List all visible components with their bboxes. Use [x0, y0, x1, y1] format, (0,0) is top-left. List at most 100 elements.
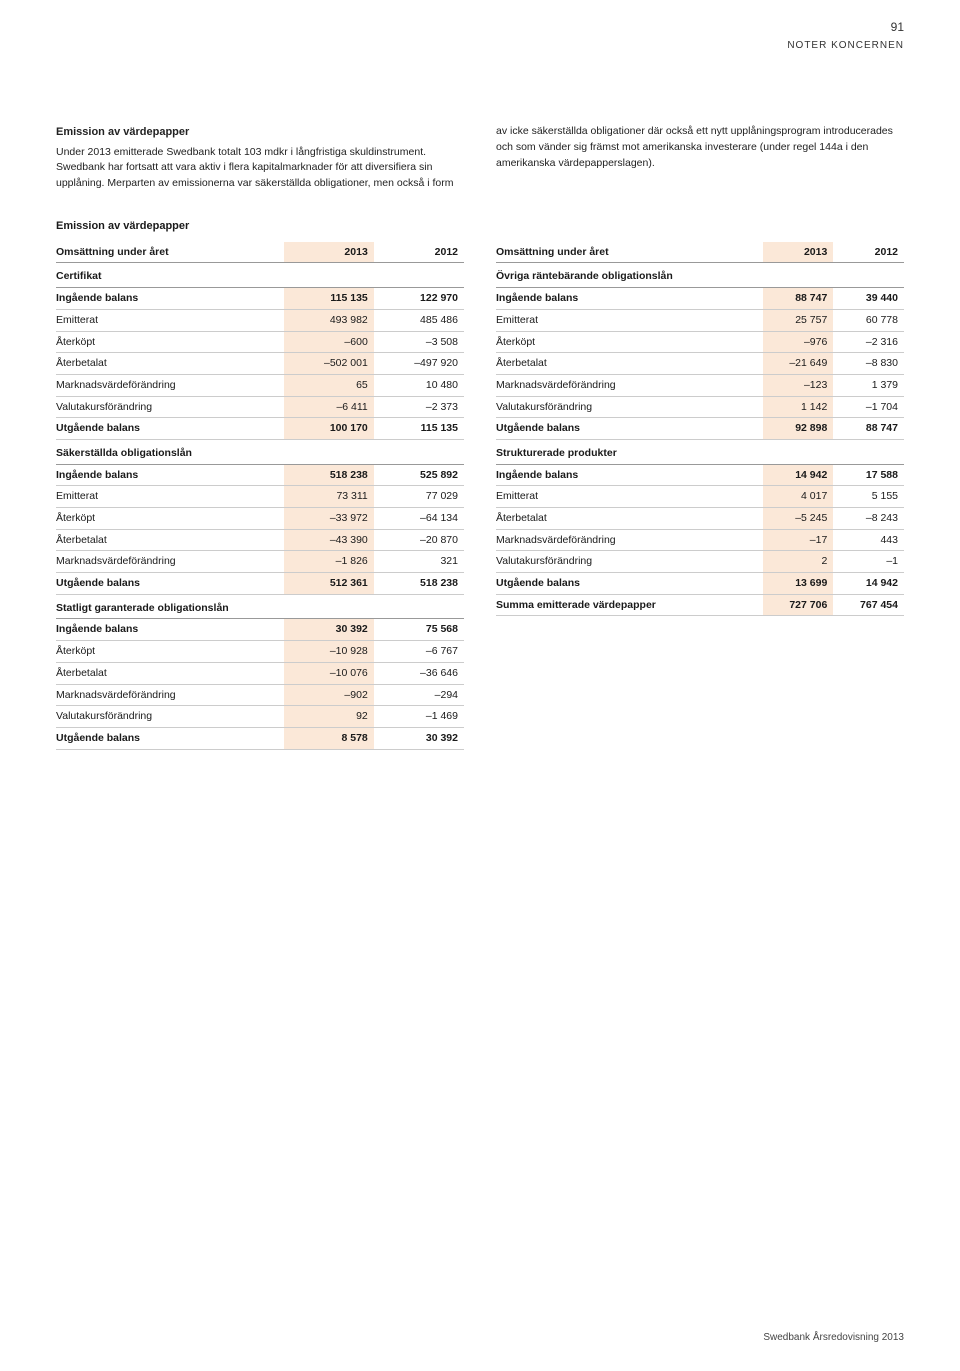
table-row: Utgående balans100 170115 135: [56, 418, 464, 440]
row-value-2012: 5 155: [833, 486, 904, 508]
page-number: 91: [891, 20, 904, 34]
row-value-2013: –123: [763, 374, 834, 396]
row-value-2012: –36 646: [374, 662, 464, 684]
col-header-label: Omsättning under året: [496, 242, 763, 263]
row-value-2013: 30 392: [284, 619, 374, 641]
row-label: Utgående balans: [496, 418, 763, 440]
row-value-2012: –497 920: [374, 353, 464, 375]
row-value-2013: –976: [763, 331, 834, 353]
row-value-2012: 115 135: [374, 418, 464, 440]
row-value-2012: 525 892: [374, 464, 464, 486]
row-value-2013: 115 135: [284, 288, 374, 310]
table-row: Valutakursförändring92–1 469: [56, 706, 464, 728]
row-label: Utgående balans: [56, 573, 284, 595]
col-header-2012: 2012: [374, 242, 464, 263]
row-label: Ingående balans: [56, 619, 284, 641]
row-label: Återköpt: [56, 508, 284, 530]
table-row: Utgående balans512 361518 238: [56, 573, 464, 595]
row-label: Återbetalat: [56, 662, 284, 684]
table-row: Emitterat493 982485 486: [56, 309, 464, 331]
row-value-2012: –64 134: [374, 508, 464, 530]
row-value-2013: 100 170: [284, 418, 374, 440]
row-label: Utgående balans: [56, 418, 284, 440]
row-value-2012: –1: [833, 551, 904, 573]
row-label: Utgående balans: [56, 727, 284, 749]
row-value-2013: –43 390: [284, 529, 374, 551]
table-row: Ingående balans14 94217 588: [496, 464, 904, 486]
col-header-2013: 2013: [284, 242, 374, 263]
row-label: Återbetalat: [496, 508, 763, 530]
row-label: Ingående balans: [56, 464, 284, 486]
table-row: Emitterat25 75760 778: [496, 309, 904, 331]
row-value-2013: 92: [284, 706, 374, 728]
intro-text-right: av icke säkerställda obligationer där oc…: [496, 125, 893, 169]
row-value-2013: 25 757: [763, 309, 834, 331]
row-value-2013: 92 898: [763, 418, 834, 440]
row-value-2012: –2 316: [833, 331, 904, 353]
tables-wrap: Omsättning under året 2013 2012 Certifik…: [56, 242, 904, 750]
row-label: Valutakursförändring: [496, 551, 763, 573]
row-value-2013: –1 826: [284, 551, 374, 573]
row-value-2013: 65: [284, 374, 374, 396]
row-label: Emitterat: [56, 309, 284, 331]
row-value-2013: 493 982: [284, 309, 374, 331]
row-value-2012: 39 440: [833, 288, 904, 310]
row-value-2013: –17: [763, 529, 834, 551]
table-row: Summa emitterade värdepapper727 706767 4…: [496, 594, 904, 616]
row-value-2012: –2 373: [374, 396, 464, 418]
intro-columns: Emission av värdepapper Under 2013 emitt…: [56, 124, 904, 192]
row-section-label: Säkerställda obligationslån: [56, 439, 464, 464]
row-label: Emitterat: [496, 309, 763, 331]
row-section-label: Certifikat: [56, 263, 464, 288]
table-row: Emitterat73 31177 029: [56, 486, 464, 508]
row-value-2013: –5 245: [763, 508, 834, 530]
row-value-2013: 518 238: [284, 464, 374, 486]
col-header-label: Omsättning under året: [56, 242, 284, 263]
row-value-2012: –6 767: [374, 641, 464, 663]
table-row: Marknadsvärdeförändring6510 480: [56, 374, 464, 396]
row-value-2012: 60 778: [833, 309, 904, 331]
table-row: Återbetalat–502 001–497 920: [56, 353, 464, 375]
section-label: NOTER KONCERNEN: [787, 40, 904, 51]
row-section-label: Statligt garanterade obligationslån: [56, 594, 464, 619]
row-label: Valutakursförändring: [496, 396, 763, 418]
row-value-2013: –600: [284, 331, 374, 353]
row-value-2013: 88 747: [763, 288, 834, 310]
row-value-2013: –10 076: [284, 662, 374, 684]
row-value-2012: 1 379: [833, 374, 904, 396]
table-row: Återbetalat–21 649–8 830: [496, 353, 904, 375]
row-label: Valutakursförändring: [56, 396, 284, 418]
table-row: Återbetalat–10 076–36 646: [56, 662, 464, 684]
row-section-label: Strukturerade produkter: [496, 439, 904, 464]
table-row: Marknadsvärdeförändring–17443: [496, 529, 904, 551]
table-row: Statligt garanterade obligationslån: [56, 594, 464, 619]
table-row: Återköpt–10 928–6 767: [56, 641, 464, 663]
row-value-2012: –1 469: [374, 706, 464, 728]
row-label: Emitterat: [496, 486, 763, 508]
row-value-2012: 10 480: [374, 374, 464, 396]
row-value-2012: 77 029: [374, 486, 464, 508]
table-row: Strukturerade produkter: [496, 439, 904, 464]
row-label: Summa emitterade värdepapper: [496, 594, 763, 616]
row-value-2012: 88 747: [833, 418, 904, 440]
row-label: Ingående balans: [496, 288, 763, 310]
col-header-2012: 2012: [833, 242, 904, 263]
row-value-2013: –21 649: [763, 353, 834, 375]
row-value-2013: 2: [763, 551, 834, 573]
row-label: Ingående balans: [56, 288, 284, 310]
table-row: Utgående balans13 69914 942: [496, 573, 904, 595]
row-value-2013: 8 578: [284, 727, 374, 749]
table-row: Valutakursförändring1 142–1 704: [496, 396, 904, 418]
content: Emission av värdepapper Under 2013 emitt…: [56, 124, 904, 750]
row-label: Återköpt: [56, 641, 284, 663]
table-row: Marknadsvärdeförändring–902–294: [56, 684, 464, 706]
table-row: Ingående balans88 74739 440: [496, 288, 904, 310]
table-row: Valutakursförändring–6 411–2 373: [56, 396, 464, 418]
row-label: Återköpt: [496, 331, 763, 353]
row-value-2013: 13 699: [763, 573, 834, 595]
row-label: Återbetalat: [56, 353, 284, 375]
row-value-2013: 727 706: [763, 594, 834, 616]
row-value-2013: 4 017: [763, 486, 834, 508]
row-label: Marknadsvärdeförändring: [56, 374, 284, 396]
row-label: Marknadsvärdeförändring: [496, 529, 763, 551]
